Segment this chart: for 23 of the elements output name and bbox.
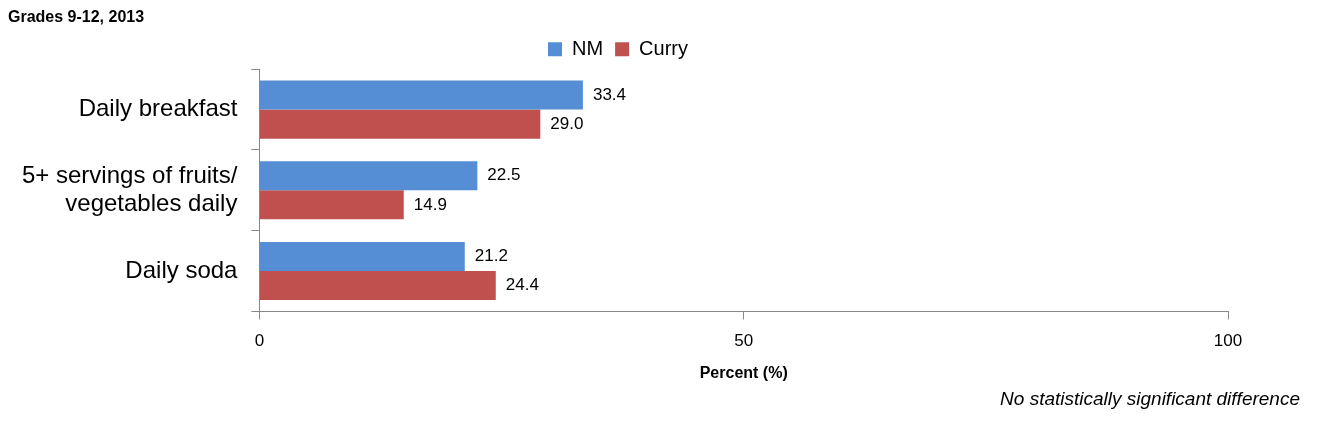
x-tick-label: 50 bbox=[734, 331, 754, 351]
data-label: 24.4 bbox=[505, 275, 539, 295]
y-tick-label: Daily breakfast bbox=[78, 94, 238, 122]
bar bbox=[259, 109, 541, 139]
bar bbox=[259, 190, 404, 220]
bar bbox=[259, 80, 583, 110]
text: No statistically significant difference bbox=[1000, 387, 1300, 409]
data-label: 21.2 bbox=[474, 246, 508, 266]
x-axis-title: Percent (%) bbox=[699, 363, 788, 381]
y-tick-label: Daily soda bbox=[125, 255, 239, 283]
x-tick-label: 0 bbox=[254, 331, 265, 351]
legend-label: Curry bbox=[639, 36, 688, 59]
text: Grades 9-12, 2013 bbox=[8, 8, 145, 26]
bar bbox=[259, 271, 496, 301]
bar bbox=[259, 241, 465, 272]
data-label: 29.0 bbox=[550, 113, 584, 133]
data-label: 33.4 bbox=[592, 84, 627, 104]
y-tick-label: 5+ servings of fruits/ vegetables daily bbox=[21, 160, 238, 217]
bar bbox=[259, 161, 478, 191]
legend-label: NM bbox=[572, 36, 604, 59]
data-label: 22.5 bbox=[487, 165, 521, 185]
x-tick-label: 100 bbox=[1213, 331, 1243, 351]
data-label: 14.9 bbox=[413, 194, 447, 214]
